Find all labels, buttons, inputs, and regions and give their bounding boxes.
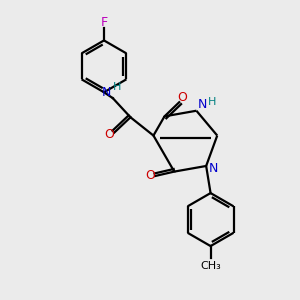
- Text: F: F: [100, 16, 107, 29]
- Text: O: O: [177, 91, 187, 104]
- Text: O: O: [145, 169, 155, 182]
- Text: N: N: [209, 162, 218, 175]
- Text: O: O: [104, 128, 114, 141]
- Text: CH₃: CH₃: [200, 261, 221, 271]
- Text: H: H: [208, 97, 216, 107]
- Text: H: H: [113, 82, 122, 92]
- Text: N: N: [198, 98, 208, 111]
- Text: N: N: [102, 86, 111, 99]
